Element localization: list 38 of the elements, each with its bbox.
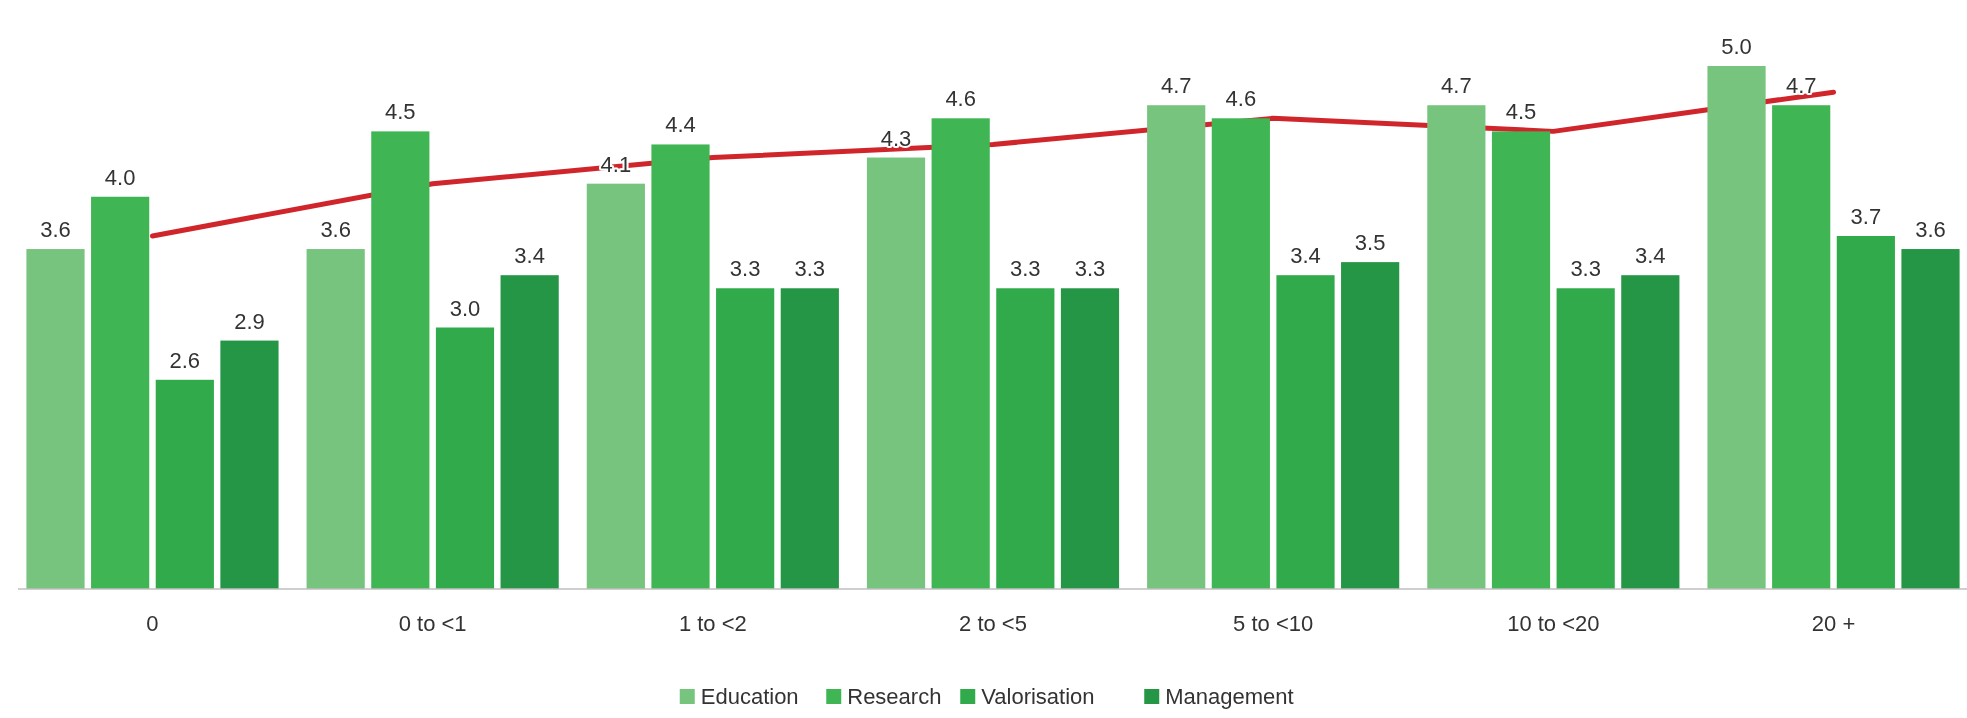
data-label: 3.6 <box>1915 217 1946 243</box>
x-tick-label: 20 + <box>1811 611 1856 636</box>
x-tick-label: 2 to <5 <box>959 611 1027 636</box>
data-label: 2.6 <box>169 347 201 373</box>
data-label: 3.3 <box>729 256 761 282</box>
data-label: 5.0 <box>1721 34 1752 59</box>
data-label: 4.0 <box>104 164 136 190</box>
data-label: 3.3 <box>1074 256 1106 282</box>
data-label: 3.3 <box>1570 256 1601 282</box>
data-label: 3.5 <box>1354 230 1386 256</box>
x-tick-label: 0 to <1 <box>398 611 467 636</box>
data-label: 3.4 <box>514 243 545 269</box>
x-tick-label: 10 to <20 <box>1507 611 1600 636</box>
data-label: 4.5 <box>385 99 416 125</box>
data-label: 4.6 <box>1225 86 1257 112</box>
data-label: 4.6 <box>945 86 976 112</box>
data-label: 4.3 <box>880 125 912 151</box>
data-label: 3.6 <box>40 217 71 243</box>
data-label: 3.3 <box>794 256 826 282</box>
data-label: 4.7 <box>1785 73 1817 99</box>
data-label: 4.7 <box>1441 73 1472 99</box>
legend-label: Education <box>700 684 799 709</box>
legend-label: Management <box>1165 684 1294 709</box>
data-label: 3.0 <box>449 295 481 321</box>
data-label: 3.3 <box>1010 256 1041 282</box>
data-label: 4.4 <box>665 112 696 138</box>
data-label: 4.5 <box>1505 99 1537 125</box>
x-tick-label: 1 to <2 <box>678 611 747 636</box>
data-label: 4.7 <box>1160 73 1192 99</box>
data-label: 3.4 <box>1635 243 1666 269</box>
x-tick-label: 0 <box>146 611 159 636</box>
data-label: 2.9 <box>234 308 265 334</box>
legend-label: Valorisation <box>981 684 1095 709</box>
data-label: 3.6 <box>320 217 351 243</box>
data-label: 3.4 <box>1290 243 1321 269</box>
x-tick-label: 5 to <10 <box>1233 611 1314 636</box>
data-label: 3.7 <box>1850 203 1882 229</box>
legend-label: Research <box>847 684 942 709</box>
